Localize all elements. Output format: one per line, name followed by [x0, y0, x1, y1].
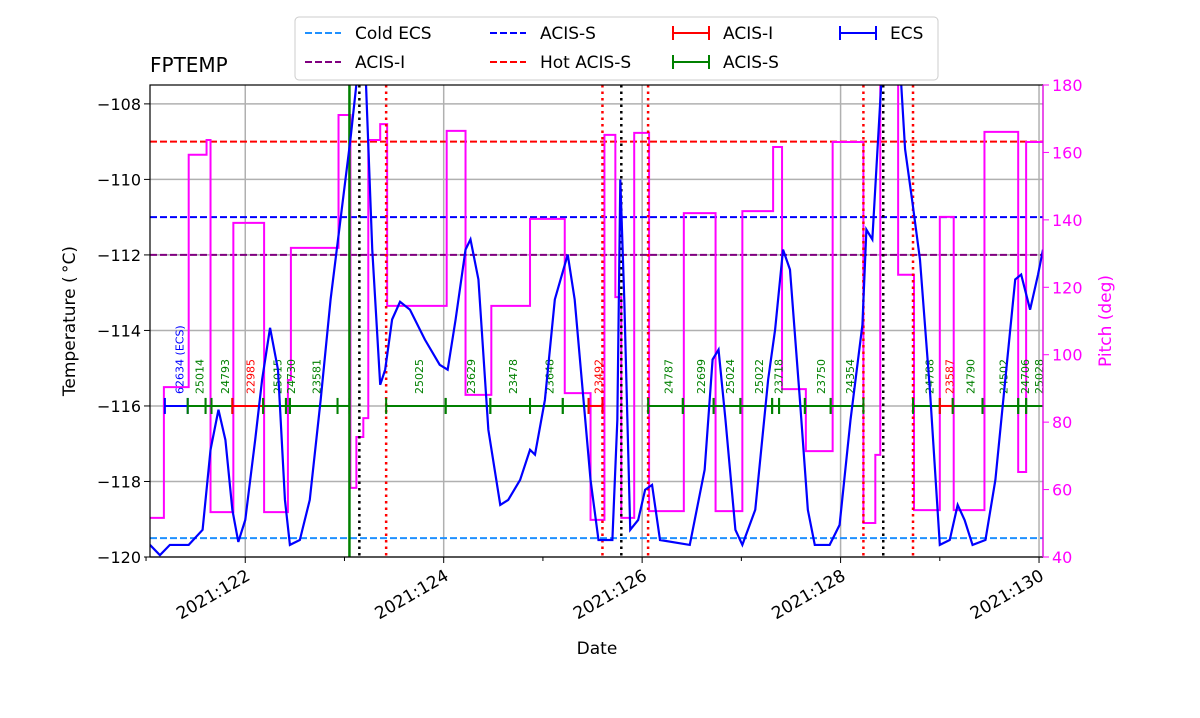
obsid-label: 23629 — [465, 359, 478, 394]
obsid-label: 23718 — [773, 359, 786, 394]
y2-tick-label: 180 — [1052, 76, 1083, 95]
x-tick-label: 2021:124 — [372, 566, 453, 624]
y-tick-label: −114 — [97, 321, 141, 340]
obsid-label: 22985 — [245, 359, 258, 394]
y2-tick-label: 100 — [1052, 346, 1083, 365]
obsid-label: 62634 (ECS) — [173, 325, 186, 394]
legend-label: ECS — [890, 24, 923, 44]
pitch-line — [150, 85, 1043, 524]
obsid-label: 23478 — [507, 359, 520, 394]
x-tick-label: 2021:126 — [570, 566, 651, 624]
obsid-label: 24787 — [662, 359, 675, 394]
y-tick-label: −118 — [97, 472, 141, 491]
temperature-line — [150, 85, 1043, 557]
legend-label: ACIS-S — [723, 53, 779, 73]
y2-tick-label: 60 — [1052, 481, 1072, 500]
y-tick-label: −108 — [97, 95, 141, 114]
x-tick-label: 2021:128 — [769, 566, 850, 624]
y2-tick-label: 120 — [1052, 278, 1083, 297]
obsid-label: 24730 — [285, 359, 298, 394]
obsid-label: 23581 — [311, 359, 324, 394]
obsid-label: 22699 — [695, 359, 708, 394]
obsid-label: 24793 — [219, 359, 232, 394]
obsid-label: 23492 — [593, 359, 606, 394]
obsid-label: 24706 — [1019, 359, 1032, 394]
legend-label: Hot ACIS-S — [540, 53, 631, 73]
x-tick-label: 2021:130 — [967, 566, 1048, 624]
x-tick-label: 2021:122 — [173, 566, 254, 624]
legend-label: ACIS-I — [723, 24, 773, 44]
legend-label: Cold ECS — [355, 24, 432, 44]
y-tick-label: −116 — [97, 397, 141, 416]
legend-label: ACIS-I — [355, 53, 405, 73]
obsid-label: 23587 — [943, 359, 956, 394]
y-tick-label: −112 — [97, 246, 141, 265]
legend: Cold ECS ACIS-I ACIS-S Hot ACIS-S ACIS-I ACIS… — [294, 16, 939, 81]
x-axis-label: Date — [577, 639, 618, 659]
y-axis-label: Temperature ( °C) — [60, 246, 80, 397]
obsid-label: 24790 — [965, 359, 978, 394]
chart-title: FPTEMP — [150, 53, 228, 77]
y2-tick-label: 40 — [1052, 548, 1072, 567]
y2-tick-label: 80 — [1052, 413, 1072, 432]
obsid-label: 25024 — [724, 359, 737, 394]
obsid-label: 25022 — [753, 359, 766, 394]
obsid-label: 25014 — [194, 359, 207, 394]
obsid-label: 23750 — [815, 359, 828, 394]
legend-box — [294, 16, 939, 81]
y-tick-label: −110 — [97, 170, 141, 189]
y2-tick-label: 140 — [1052, 211, 1083, 230]
y2-axis-label: Pitch (deg) — [1096, 275, 1116, 367]
legend-label: ACIS-S — [540, 24, 596, 44]
y2-tick-label: 160 — [1052, 143, 1083, 162]
plot-area: 62634 (ECS) 25014 24793 22985 25015 24730 2358… — [150, 85, 1046, 557]
y-tick-label: −120 — [97, 548, 141, 567]
obsid-label: 25028 — [1033, 359, 1046, 394]
obsid-label: 25025 — [413, 359, 426, 394]
